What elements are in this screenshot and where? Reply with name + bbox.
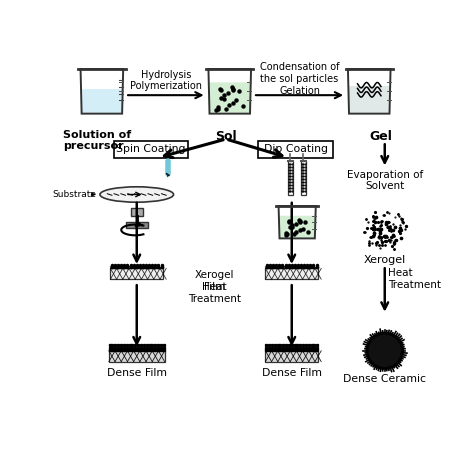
Text: Dip Coating: Dip Coating xyxy=(264,144,328,154)
Bar xyxy=(130,208,143,216)
Bar xyxy=(265,269,318,279)
Text: Dense Film: Dense Film xyxy=(107,368,167,378)
Text: Condensation of
the sol particles
Gelation: Condensation of the sol particles Gelati… xyxy=(260,63,339,96)
Polygon shape xyxy=(209,82,250,114)
Text: Heat
Treatment: Heat Treatment xyxy=(188,282,241,304)
Text: Substrate: Substrate xyxy=(53,190,96,199)
Text: Sol: Sol xyxy=(215,130,237,143)
Bar xyxy=(109,351,164,361)
Bar xyxy=(258,140,333,158)
Polygon shape xyxy=(167,175,169,178)
Polygon shape xyxy=(279,216,315,238)
Text: Heat
Treatment: Heat Treatment xyxy=(388,269,441,290)
Polygon shape xyxy=(348,86,390,114)
Text: Hydrolysis
Polymerization: Hydrolysis Polymerization xyxy=(130,70,202,92)
Text: Solution of
precursor: Solution of precursor xyxy=(63,130,131,151)
Ellipse shape xyxy=(100,187,173,202)
Text: Dense Ceramic: Dense Ceramic xyxy=(343,374,426,384)
Bar xyxy=(301,161,307,195)
Text: Evaporation of
Solvent: Evaporation of Solvent xyxy=(346,170,423,192)
Bar xyxy=(265,351,318,361)
Text: Spin Coating: Spin Coating xyxy=(116,144,185,154)
Text: Xerogel: Xerogel xyxy=(364,255,406,265)
Bar xyxy=(126,222,147,227)
Bar xyxy=(110,269,163,279)
Polygon shape xyxy=(81,89,123,114)
Circle shape xyxy=(366,333,403,369)
Bar xyxy=(113,140,188,158)
Bar xyxy=(288,161,293,195)
Text: Gel: Gel xyxy=(369,130,392,143)
Text: Xerogel
Film: Xerogel Film xyxy=(194,270,234,292)
Text: Dense Film: Dense Film xyxy=(262,368,322,378)
